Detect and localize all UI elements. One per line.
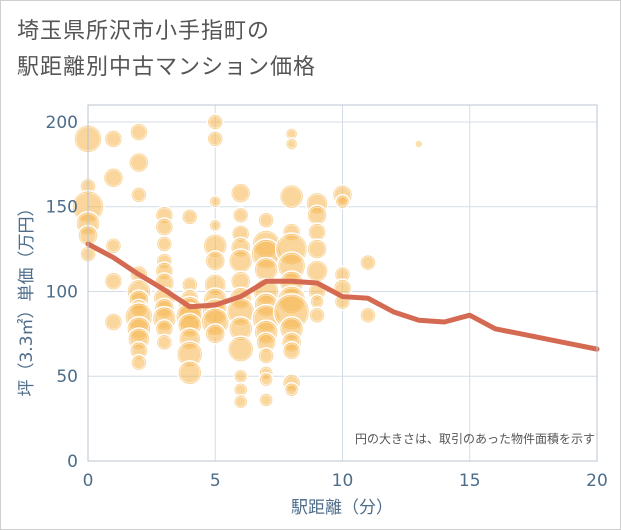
bubble-point — [278, 183, 305, 210]
average-price-line — [85, 241, 600, 352]
bubble-highlight — [235, 370, 247, 382]
bubble-highlight — [106, 314, 121, 330]
x-tick-label: 0 — [83, 471, 94, 491]
bubble-highlight — [307, 261, 327, 281]
bubble-highlight — [130, 154, 148, 172]
bubble-highlight — [132, 356, 146, 370]
bubble-point — [226, 335, 255, 363]
bubble-highlight — [308, 240, 326, 258]
bubble-highlight — [157, 237, 171, 251]
bubble-point — [103, 129, 124, 149]
plot-frame — [87, 104, 598, 462]
bubble-point — [204, 250, 226, 272]
bubble-highlight — [106, 273, 121, 289]
bubble-point — [229, 182, 252, 204]
x-tick-label: 10 — [332, 471, 354, 491]
bubble-highlight — [132, 188, 146, 202]
bubble-point — [128, 151, 150, 174]
bubble-point — [177, 360, 203, 386]
x-tick-label: 20 — [586, 471, 608, 491]
bubble-point — [306, 238, 328, 260]
bubble-highlight — [179, 362, 201, 384]
bubble-point — [154, 217, 175, 237]
bubble-highlight — [131, 124, 147, 140]
bubble-highlight — [105, 169, 122, 187]
bubble-highlight — [310, 308, 324, 322]
x-tick-label: 5 — [210, 471, 221, 491]
bubble-point — [305, 259, 329, 283]
bubble-point — [414, 139, 424, 149]
bubble-point — [129, 122, 149, 142]
chart-title-line2: 駅距離別中古マンション価格 — [17, 55, 317, 80]
bubble-highlight — [361, 308, 375, 322]
size-note: 円の大きさは、取引のあった物件面積を示す — [355, 431, 595, 446]
bubble-highlight — [208, 115, 222, 129]
x-tick-labels: 0 5 10 15 20 — [83, 471, 608, 491]
bubble-highlight — [235, 396, 247, 408]
bubble-highlight — [156, 219, 172, 235]
bubble-highlight — [281, 186, 303, 207]
bubble-point — [103, 271, 124, 292]
bubble-highlight — [259, 213, 273, 227]
bubble-highlight — [260, 394, 272, 406]
bubble-highlight — [210, 220, 220, 230]
y-tick-label: 0 — [67, 452, 78, 472]
bubble-point — [103, 312, 124, 332]
bubble-highlight — [206, 252, 224, 270]
chart-title-line1: 埼玉県所沢市小手指町の — [17, 19, 271, 44]
bubble-highlight — [287, 139, 297, 149]
bubble-highlight — [234, 208, 248, 222]
y-axis-label: 坪（3.3㎡）単価（万円） — [17, 199, 37, 396]
bubble-highlight — [337, 196, 348, 208]
y-tick-label: 200 — [46, 113, 78, 133]
bubble-highlight — [259, 349, 273, 363]
bubble-point — [306, 204, 328, 226]
y-tick-label: 150 — [46, 198, 78, 218]
bubble-highlight — [284, 343, 300, 359]
bubble-highlight — [206, 325, 224, 343]
y-tick-label: 50 — [56, 367, 78, 387]
bubble-highlight — [107, 239, 120, 253]
bubble-highlight — [232, 184, 250, 202]
x-axis-label: 駅距離（分） — [291, 498, 393, 518]
bubble-point — [102, 167, 125, 189]
bubble-highlight — [260, 374, 272, 386]
bubble-point — [227, 248, 254, 274]
bubble-highlight — [183, 210, 197, 224]
y-tick-labels: 0 50 100 150 200 — [46, 113, 78, 472]
bubble-highlight — [229, 337, 253, 361]
bubble-highlight — [286, 384, 298, 396]
bubble-point — [281, 341, 302, 361]
y-tick-label: 100 — [46, 282, 78, 302]
bubble-highlight — [210, 197, 220, 207]
bubble-point — [204, 323, 226, 345]
bubble-highlight — [157, 335, 171, 349]
bubble-highlight — [361, 256, 375, 270]
bubble-highlight — [416, 141, 422, 147]
x-tick-label: 15 — [459, 471, 481, 491]
bubble-highlight — [106, 131, 121, 147]
bubble-highlight — [208, 132, 222, 146]
